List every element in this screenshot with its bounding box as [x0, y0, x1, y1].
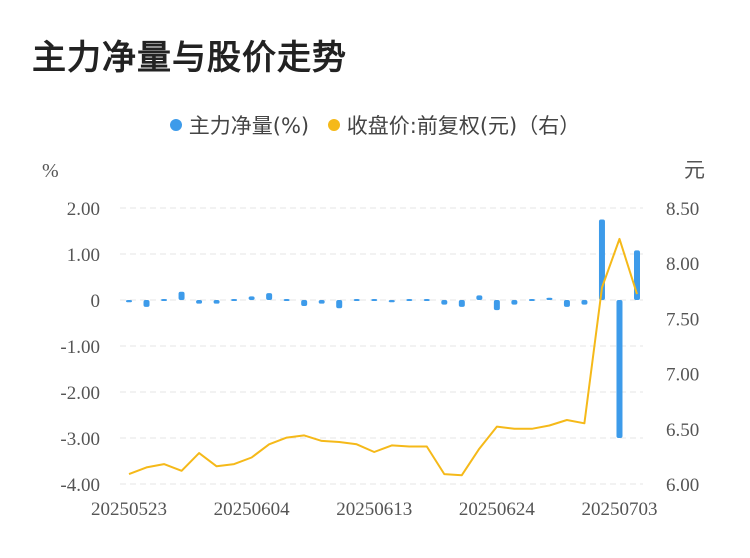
bar — [248, 296, 255, 300]
bar — [528, 299, 535, 301]
legend: 主力净量(%) 收盘价:前复权(元)（右） — [0, 110, 750, 140]
bar — [196, 300, 203, 304]
x-tick-label: 20250703 — [581, 499, 657, 520]
x-tick-label: 20250624 — [459, 499, 536, 520]
y-left-axis-label: % — [42, 160, 59, 182]
y-right-tick-label: 7.50 — [666, 309, 699, 330]
x-tick-label: 20250523 — [91, 499, 167, 520]
y-left-tick-label: -2.00 — [60, 383, 100, 404]
bar — [388, 300, 395, 303]
bar — [493, 300, 500, 311]
y-left-tick-label: 2.00 — [67, 199, 100, 220]
bar — [511, 300, 518, 305]
bar — [546, 297, 553, 300]
legend-line-label: 收盘价:前复权(元)（右） — [346, 114, 581, 138]
bar — [231, 299, 238, 301]
legend-item-line[interactable]: 收盘价:前复权(元)（右） — [327, 110, 581, 140]
y-left-tick-label: -3.00 — [60, 429, 100, 450]
y-right-tick-label: 8.00 — [666, 254, 699, 275]
bar — [616, 300, 623, 438]
y-left-tick-label: -4.00 — [60, 475, 100, 496]
bar — [318, 300, 325, 304]
bar — [458, 300, 465, 307]
y-right-tick-label: 8.50 — [666, 199, 699, 220]
bar — [143, 300, 150, 307]
bar — [353, 299, 360, 301]
bar — [336, 300, 343, 309]
x-tick-label: 20250604 — [214, 499, 291, 520]
bar — [301, 300, 308, 306]
chart-title: 主力净量与股价走势 — [32, 38, 347, 78]
bar — [283, 299, 290, 301]
bar — [476, 295, 483, 300]
bar — [126, 300, 132, 303]
bar — [423, 299, 430, 301]
bar — [266, 293, 273, 300]
bar — [406, 299, 413, 301]
price-line — [128, 237, 638, 477]
bar — [581, 300, 588, 305]
y-left-tick-label: 1.00 — [67, 245, 100, 266]
bar — [563, 300, 570, 307]
legend-bar-label: 主力净量(%) — [188, 114, 310, 138]
legend-item-bar[interactable]: 主力净量(%) — [169, 110, 310, 140]
x-tick-label: 20250613 — [336, 499, 412, 520]
y-right-tick-label: 6.00 — [666, 475, 699, 496]
y-left-tick-label: -1.00 — [60, 337, 100, 358]
y-left-tick-label: 0 — [91, 291, 101, 312]
line-series-dot-icon — [327, 119, 340, 131]
y-right-axis-label: 元 — [684, 158, 705, 182]
bar — [598, 219, 605, 300]
bar — [371, 299, 378, 301]
bar — [441, 300, 448, 305]
bar — [161, 299, 168, 301]
bar-series-dot-icon — [169, 119, 182, 131]
y-right-tick-label: 7.00 — [666, 365, 699, 386]
y-right-tick-label: 6.50 — [666, 420, 699, 441]
bar — [213, 300, 220, 304]
bar — [178, 291, 185, 300]
